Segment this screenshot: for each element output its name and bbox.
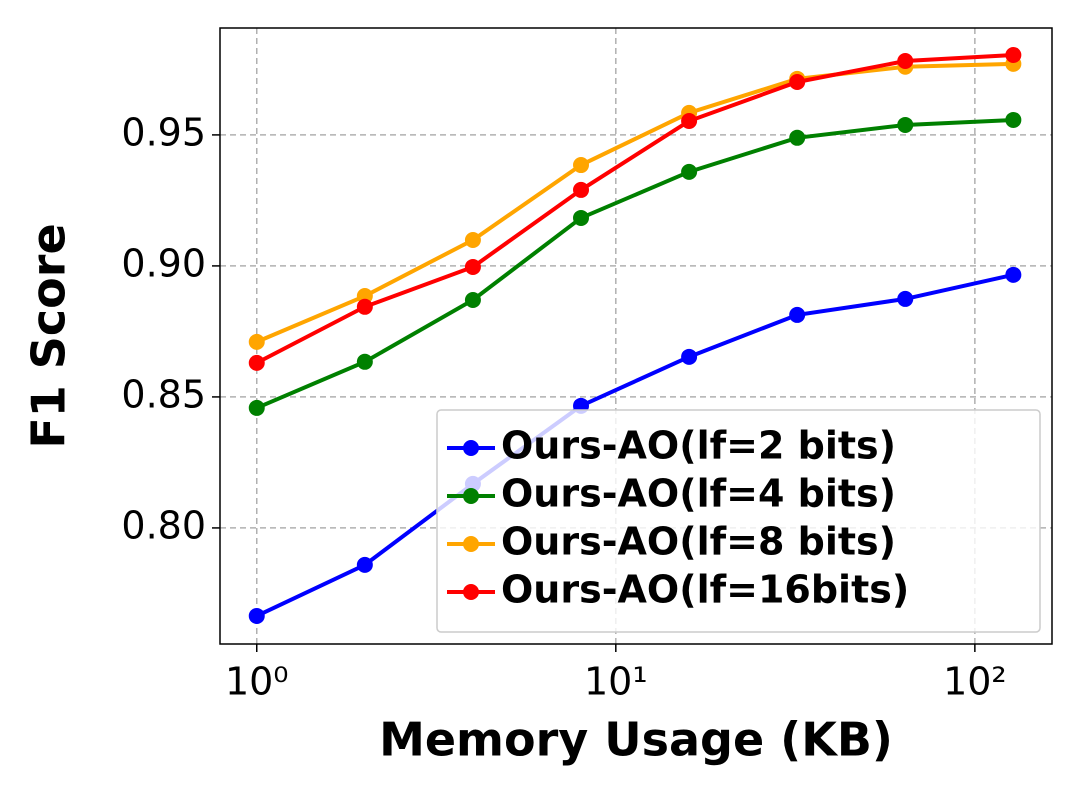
x-tick-label: 10²	[943, 660, 1007, 704]
point	[248, 354, 265, 371]
point	[573, 209, 590, 226]
point	[789, 73, 806, 90]
point	[248, 333, 265, 350]
point	[464, 231, 481, 248]
point	[681, 113, 698, 130]
point	[356, 556, 373, 573]
series-line	[255, 61, 1014, 344]
y-tick-label: 0.80	[121, 503, 206, 547]
x-tick-label: 10¹	[584, 660, 648, 704]
point	[1005, 266, 1022, 283]
legend-marker	[463, 584, 479, 600]
y-tick-label: 0.95	[121, 110, 206, 154]
point	[1005, 46, 1022, 63]
point	[897, 290, 914, 307]
legend-marker	[463, 536, 479, 552]
point	[356, 353, 373, 370]
point	[789, 129, 806, 146]
point	[464, 258, 481, 275]
x-axis-label: Memory Usage (KB)	[379, 713, 893, 767]
legend-label: Ours-AO(lf=8 bits)	[501, 520, 896, 564]
series-line	[255, 117, 1014, 410]
point	[1005, 111, 1022, 128]
series-line	[255, 52, 1014, 365]
point	[897, 53, 914, 70]
point	[789, 306, 806, 323]
y-tick-label: 0.85	[121, 372, 206, 416]
point	[681, 163, 698, 180]
point	[248, 607, 265, 624]
plot-frame	[219, 27, 1053, 645]
legend-label: Ours-AO(lf=4 bits)	[501, 472, 896, 516]
point	[573, 181, 590, 198]
legend-box	[436, 409, 1041, 633]
y-axis-label: F1 Score	[22, 223, 76, 448]
point	[356, 298, 373, 315]
point	[681, 348, 698, 365]
legend-label: Ours-AO(lf=16bits)	[501, 568, 909, 612]
legend-label: Ours-AO(lf=2 bits)	[501, 424, 896, 468]
point	[573, 157, 590, 174]
point	[248, 399, 265, 416]
legend-marker	[463, 440, 479, 456]
point	[464, 291, 481, 308]
series-line	[255, 272, 1014, 618]
legend-marker	[463, 488, 479, 504]
y-tick-label: 0.90	[121, 241, 206, 285]
x-tick-label: 10⁰	[225, 660, 289, 704]
point	[897, 116, 914, 133]
